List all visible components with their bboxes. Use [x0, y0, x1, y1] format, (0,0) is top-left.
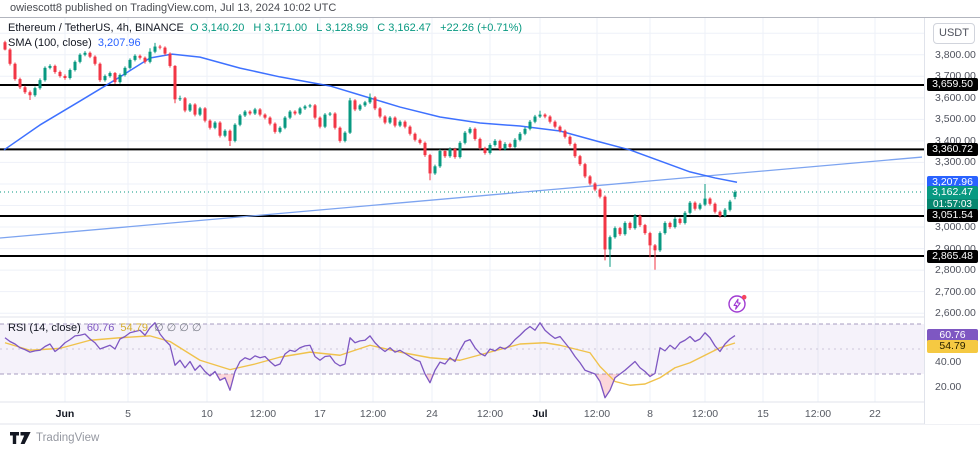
open-label: O	[189, 22, 199, 34]
time-tick-label: 8	[647, 408, 653, 420]
rsi-tick-label: 20.00	[935, 380, 962, 393]
price-pane[interactable]	[0, 17, 924, 316]
boost-icon[interactable]	[727, 293, 749, 315]
price-axis[interactable]: USDT 3,800.00 3,700.00 3,600.00 3,500.00 3,4…	[924, 17, 980, 424]
price-tick-label: 3,800.00	[935, 48, 976, 61]
change-value: +22.26 (+0.71%)	[440, 22, 523, 34]
attribution-text: owiescott8 published on TradingView.com,…	[10, 2, 337, 14]
time-tick-label: 22	[869, 408, 881, 420]
rsi-value-badge: 60.76	[927, 329, 978, 343]
time-tick-label: Jun	[55, 408, 75, 420]
level-price-badge: 3,051.54	[927, 209, 978, 223]
rsi-label: RSI (14, close)	[8, 322, 81, 334]
high-value: 3,171.00	[264, 22, 308, 34]
tradingview-logo[interactable]: TradingView	[10, 430, 99, 446]
price-tick-label: 3,500.00	[935, 113, 976, 126]
level-price-badge: 2,865.48	[927, 249, 978, 263]
currency-unit-button[interactable]: USDT	[933, 23, 975, 44]
time-tick-label: 12:00	[583, 408, 611, 420]
lightning-bolt-icon	[733, 298, 741, 310]
high-label: H	[253, 22, 262, 34]
level-price-badge: 3,360.72	[927, 142, 978, 156]
rsi-ma-badge: 54.79	[927, 339, 978, 353]
sma-label: SMA (100, close)	[8, 37, 92, 49]
tradingview-mark-icon	[10, 431, 31, 444]
tradingview-wordmark: TradingView	[36, 432, 100, 444]
trendline	[0, 156, 923, 239]
time-tick-label: 10	[201, 408, 213, 420]
time-tick-label: 12:00	[249, 408, 277, 420]
sma-value: 3,207.96	[97, 37, 141, 49]
low-value: 3,128.99	[325, 22, 369, 34]
time-tick-label: 12:00	[691, 408, 719, 420]
time-tick-label: 12:00	[476, 408, 504, 420]
time-tick-label: 17	[314, 408, 326, 420]
last-price-badge: 3,162.47 01:57:03	[927, 186, 978, 212]
rsi-value: 60.76	[86, 322, 115, 334]
rsi-band	[0, 323, 924, 375]
price-tick-label: 2,800.00	[935, 264, 976, 277]
sma-value-badge: 3,207.96	[927, 175, 978, 189]
bar-countdown: 01:57:03	[927, 199, 978, 212]
gridlines	[0, 17, 924, 402]
horizontal-level-lines	[0, 83, 924, 258]
close-value: 3,162.47	[388, 22, 432, 34]
open-value: 3,140.20	[201, 22, 245, 34]
time-tick-label: 15	[757, 408, 769, 420]
close-label: C	[377, 22, 386, 34]
rsi-hidden-values: ∅ ∅ ∅ ∅	[154, 322, 202, 334]
candlestick-series	[3, 40, 737, 270]
sma-line	[3, 53, 738, 183]
level-price-badge: 3,659.50	[927, 78, 978, 92]
low-label: L	[316, 22, 323, 34]
rsi-ma-value: 54.79	[120, 322, 148, 334]
rsi-line	[4, 322, 736, 399]
price-tick-label: 2,700.00	[935, 285, 976, 298]
notification-dot	[741, 294, 747, 300]
time-tick-label: 5	[125, 408, 131, 420]
price-tick-label: 3,000.00	[935, 221, 976, 234]
time-tick-label: 12:00	[804, 408, 832, 420]
pane-separators	[0, 316, 980, 425]
symbol-title: Ethereum / TetherUS, 4h, BINANCE	[8, 22, 184, 34]
price-tick-label: 3,300.00	[935, 156, 976, 169]
time-tick-label: 12:00	[359, 408, 387, 420]
time-tick-label: 24	[426, 408, 438, 420]
rsi-ma-line	[4, 335, 736, 386]
sma-legend: SMA (100, close) 3,207.96	[8, 37, 144, 49]
price-tick-label: 2,600.00	[935, 307, 976, 320]
time-tick-label: Jul	[532, 408, 548, 420]
rsi-legend: RSI (14, close) 60.76 54.79 ∅ ∅ ∅ ∅	[8, 321, 205, 334]
price-tick-label: 3,600.00	[935, 91, 976, 104]
rsi-tick-label: 40.00	[935, 355, 962, 368]
attribution-bar: owiescott8 published on TradingView.com,…	[0, 0, 980, 18]
symbol-legend: Ethereum / TetherUS, 4h, BINANCE O 3,140.…	[8, 22, 525, 34]
